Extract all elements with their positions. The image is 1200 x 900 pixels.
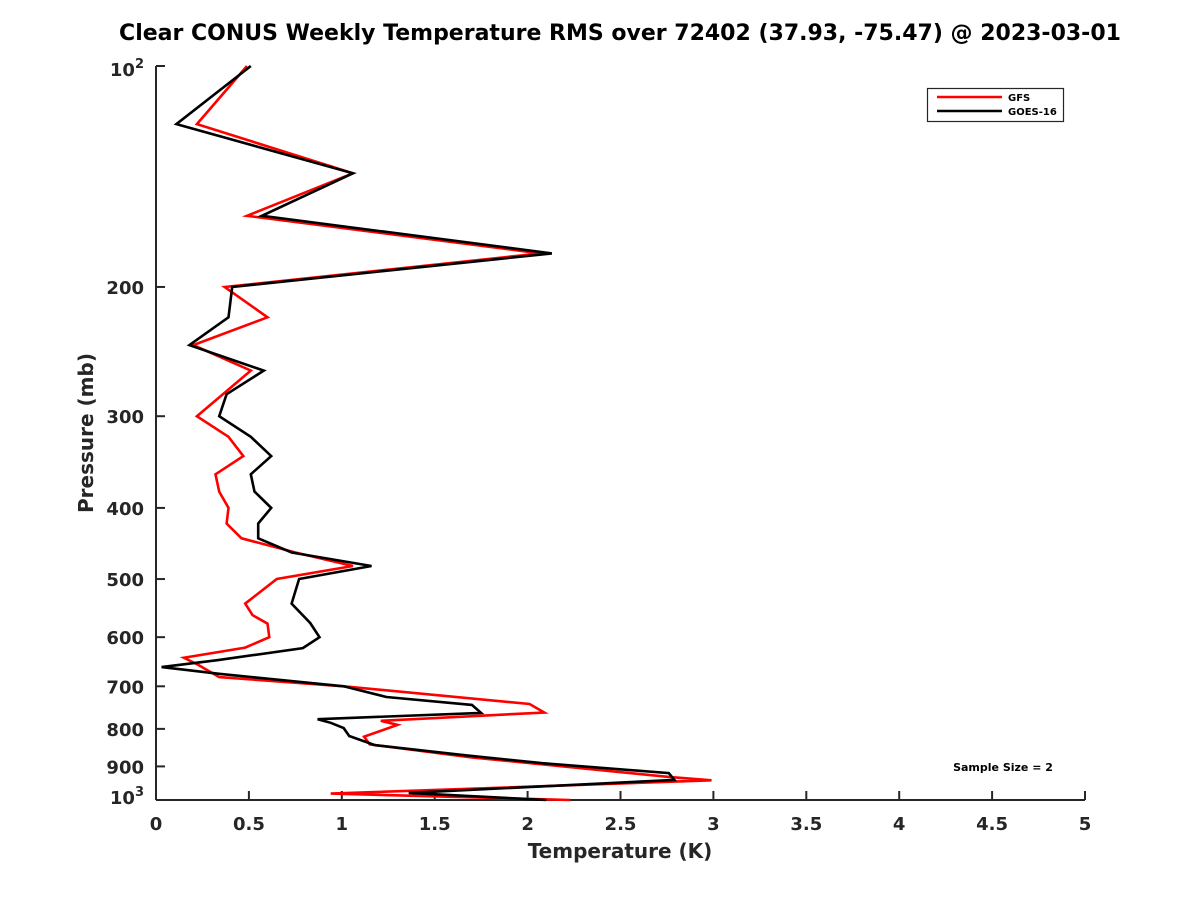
x-axis-label: Temperature (K) xyxy=(528,839,713,863)
y-tick-label: 500 xyxy=(106,570,144,591)
y-tick-label: 800 xyxy=(106,720,144,741)
legend-label-goes16: GOES-16 xyxy=(1008,107,1057,118)
series-group xyxy=(161,64,712,802)
x-tick-label: 3.5 xyxy=(790,814,822,835)
sample-size-annotation: Sample Size = 2 xyxy=(953,761,1053,774)
x-tick-label: 0.5 xyxy=(233,814,265,835)
x-tick-label: 3 xyxy=(707,814,720,835)
y-tick-label: 400 xyxy=(106,499,144,520)
y-tick-label: 300 xyxy=(106,407,144,428)
y-tick-label: 700 xyxy=(106,677,144,698)
x-tick-label: 1 xyxy=(336,814,349,835)
series-line-gfs xyxy=(179,65,712,802)
y-tick-label: 900 xyxy=(106,757,144,778)
series-line-goes16 xyxy=(161,64,678,802)
legend: GFS GOES-16 xyxy=(926,87,1065,123)
chart-title: Clear CONUS Weekly Temperature RMS over … xyxy=(119,21,1121,46)
legend-label-gfs: GFS xyxy=(1008,93,1030,104)
x-tick-label: 1.5 xyxy=(419,814,451,835)
y-tick-label: 102 xyxy=(110,57,144,81)
legend-box xyxy=(926,87,1065,123)
x-tick-label: 4 xyxy=(893,814,906,835)
y-tick-label: 103 xyxy=(110,785,144,809)
x-tick-label: 0 xyxy=(150,814,163,835)
x-tick-label: 2.5 xyxy=(605,814,637,835)
y-tick-label: 200 xyxy=(106,278,144,299)
y-axis-label: Pressure (mb) xyxy=(74,353,98,513)
x-tick-label: 5 xyxy=(1079,814,1092,835)
axes: 0 0.5 1 1.5 2 2.5 3 3.5 4 4.5 5 102 200 300 400 500 600 7… xyxy=(106,57,1091,835)
y-tick-label: 600 xyxy=(106,628,144,649)
x-tick-label: 4.5 xyxy=(976,814,1008,835)
x-tick-label: 2 xyxy=(521,814,534,835)
